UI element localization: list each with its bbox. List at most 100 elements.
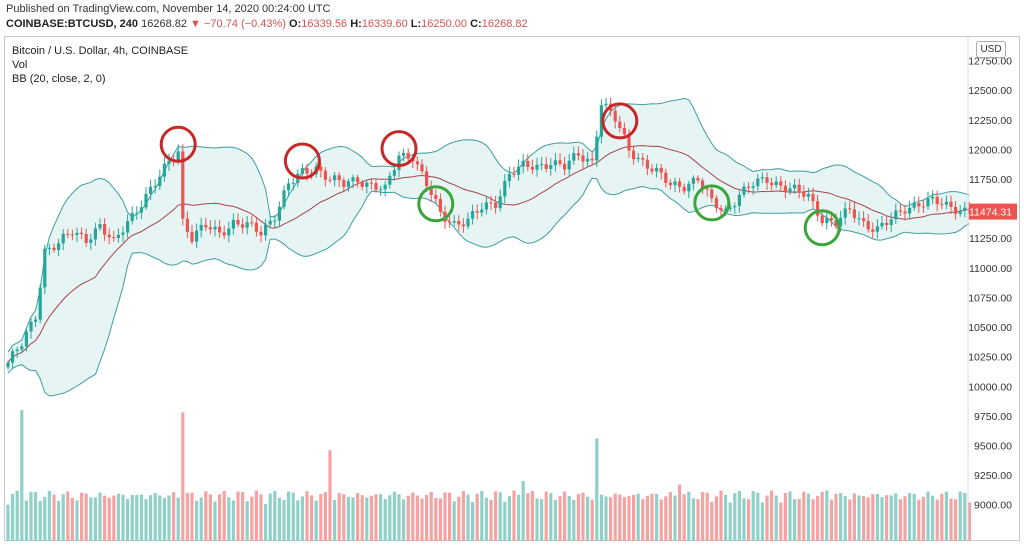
volume-bar (714, 496, 718, 541)
volume-bar (503, 501, 507, 541)
candle-body (337, 175, 341, 181)
bollinger-basis-line (7, 145, 970, 363)
candle-body (250, 222, 254, 224)
candle-body (176, 151, 180, 161)
candle-body (632, 150, 636, 160)
candle-body (521, 160, 525, 167)
candle-body (61, 233, 65, 244)
volume-bar (760, 502, 764, 541)
volume-bar (829, 499, 833, 541)
volume-bar (461, 491, 465, 541)
volume-bar (287, 491, 291, 541)
y-tick-label: 10000.00 (968, 381, 1012, 393)
volume-bar (645, 495, 649, 541)
volume-bar (254, 490, 258, 541)
candle-body (820, 215, 824, 224)
candle-body (204, 224, 208, 228)
candle-body (535, 164, 539, 170)
candle-body (241, 224, 245, 228)
candle-body (788, 188, 792, 192)
volume-bar (57, 501, 61, 541)
candle-body (862, 218, 866, 221)
candle-body (333, 175, 337, 181)
candle-body (963, 207, 967, 211)
volume-bar (29, 491, 33, 541)
volume-bar (586, 496, 590, 541)
volume-bar (622, 497, 626, 541)
volume-bar (636, 493, 640, 541)
candle-body (135, 212, 139, 214)
candle-body (507, 173, 511, 181)
candle-body (130, 212, 134, 221)
candle-body (553, 160, 557, 166)
candle-body (98, 224, 102, 229)
volume-bar (599, 494, 603, 541)
currency-button[interactable]: USD (976, 41, 1006, 58)
volume-bar (742, 498, 746, 541)
volume-bar (351, 497, 355, 541)
candle-body (655, 167, 659, 172)
candle-body (581, 155, 585, 162)
candle-body (512, 173, 516, 175)
volume-bar (190, 492, 194, 541)
volume-bar (659, 499, 663, 541)
volume-bar (402, 499, 406, 541)
candle-body (724, 208, 728, 211)
candle-body (126, 221, 130, 233)
volume-bar (199, 497, 203, 541)
volume-bar (411, 492, 415, 541)
volume-bar (770, 490, 774, 541)
volume-bar (880, 497, 884, 541)
volume-bar (751, 491, 755, 541)
candle-body (181, 151, 185, 219)
volume-bar (816, 495, 820, 541)
volume-bar (365, 497, 369, 541)
candle-body (604, 103, 608, 106)
candle-body (158, 176, 162, 187)
candle-body (112, 237, 116, 239)
candle-body (93, 228, 97, 240)
volume-bar (581, 492, 585, 541)
volume-bar (949, 498, 953, 541)
volume-bar (397, 494, 401, 541)
candle-body (691, 178, 695, 184)
candle-body (576, 153, 580, 156)
volume-bar (788, 491, 792, 541)
candle-body (558, 160, 562, 164)
candle-body (825, 218, 829, 224)
volume-bar (705, 492, 709, 541)
volume-bar (282, 499, 286, 541)
candle-body (526, 160, 530, 167)
volume-bar (489, 499, 493, 541)
candle-body (839, 217, 843, 227)
volume-bar (544, 491, 548, 541)
volume-bar (908, 493, 912, 541)
volume-bar (820, 491, 824, 541)
volume-bar (737, 491, 741, 541)
resistance-circle (380, 130, 418, 168)
volume-bar (558, 496, 562, 541)
volume-bar (678, 484, 682, 541)
volume-bar (632, 494, 636, 541)
volume-bar (802, 491, 806, 541)
volume-bar (457, 496, 461, 541)
candle-body (733, 206, 737, 208)
candle-body (475, 211, 479, 213)
volume-bar (967, 502, 971, 541)
volume-bar (107, 497, 111, 541)
ohlc-bar: COINBASE:BTCUSD, 240 16268.82 ▼ −70.74 (… (6, 18, 528, 30)
candle-body (346, 181, 350, 187)
volume-bar (526, 493, 530, 541)
volume-bar (627, 496, 631, 541)
volume-bar (903, 496, 907, 541)
volume-bar (185, 492, 189, 541)
volume-bar (691, 498, 695, 541)
volume-bar (668, 492, 672, 541)
volume-bar (452, 501, 456, 541)
volume-bar (797, 498, 801, 541)
candle-body (857, 218, 861, 220)
candle-body (903, 211, 907, 214)
volume-bar (245, 501, 249, 541)
legend-volume: Vol (12, 59, 28, 71)
